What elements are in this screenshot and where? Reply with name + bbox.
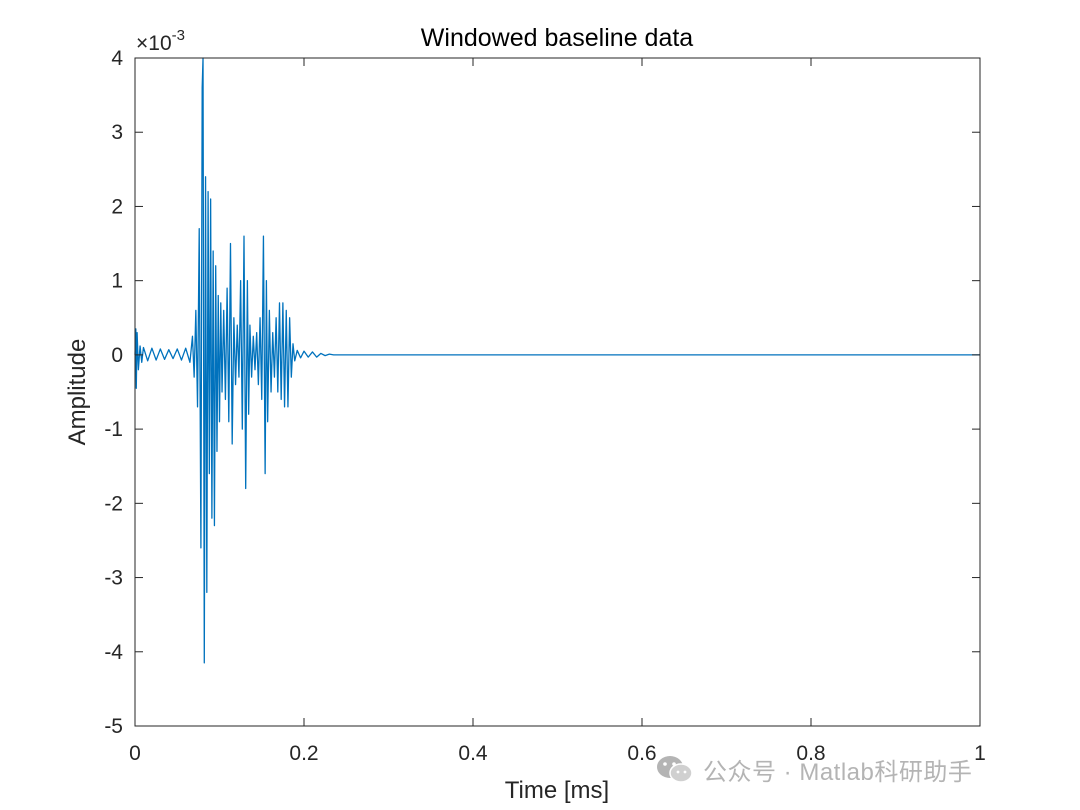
y-exponent-power: -3 xyxy=(172,27,185,44)
x-tick-label: 0.6 xyxy=(627,742,656,765)
y-tick-label: 0 xyxy=(111,344,123,367)
wechat-icon xyxy=(657,755,693,783)
y-tick-label: 3 xyxy=(111,121,123,144)
y-axis: -5 -4 -3 -2 -1 0 1 2 3 4 xyxy=(104,47,980,738)
y-tick-label: -3 xyxy=(104,567,123,590)
watermark-text: 公众号 · Matlab科研助手 xyxy=(703,759,973,786)
watermark: 公众号 · Matlab科研助手 xyxy=(655,752,972,787)
x-tick-label: 0.4 xyxy=(458,742,488,765)
series-line xyxy=(134,57,980,664)
y-exponent-label: ×10-3 xyxy=(136,27,185,55)
y-tick-label: -5 xyxy=(104,715,123,738)
y-axis-title: Amplitude xyxy=(64,339,91,446)
series-layer xyxy=(134,57,980,664)
axes-box xyxy=(134,57,981,727)
x-tick-label: 0.2 xyxy=(289,742,318,765)
y-exponent-base: ×10 xyxy=(136,32,172,55)
x-tick-label: 0 xyxy=(129,742,141,765)
y-tick-label: -2 xyxy=(104,492,123,515)
chart-title: Windowed baseline data xyxy=(421,24,693,52)
x-tick-label: 0.8 xyxy=(796,742,825,765)
y-tick-label: 4 xyxy=(111,47,123,70)
y-tick-label: 2 xyxy=(111,195,123,218)
x-axis-title: Time [ms] xyxy=(505,777,609,804)
plot-area xyxy=(135,58,980,726)
y-tick-label: 1 xyxy=(111,270,123,293)
y-tick-label: -1 xyxy=(104,418,123,441)
y-tick-label: -4 xyxy=(104,641,123,664)
x-tick-label: 1 xyxy=(974,742,986,765)
x-axis: 0 0.2 0.4 0.6 0.8 1 xyxy=(129,58,986,765)
